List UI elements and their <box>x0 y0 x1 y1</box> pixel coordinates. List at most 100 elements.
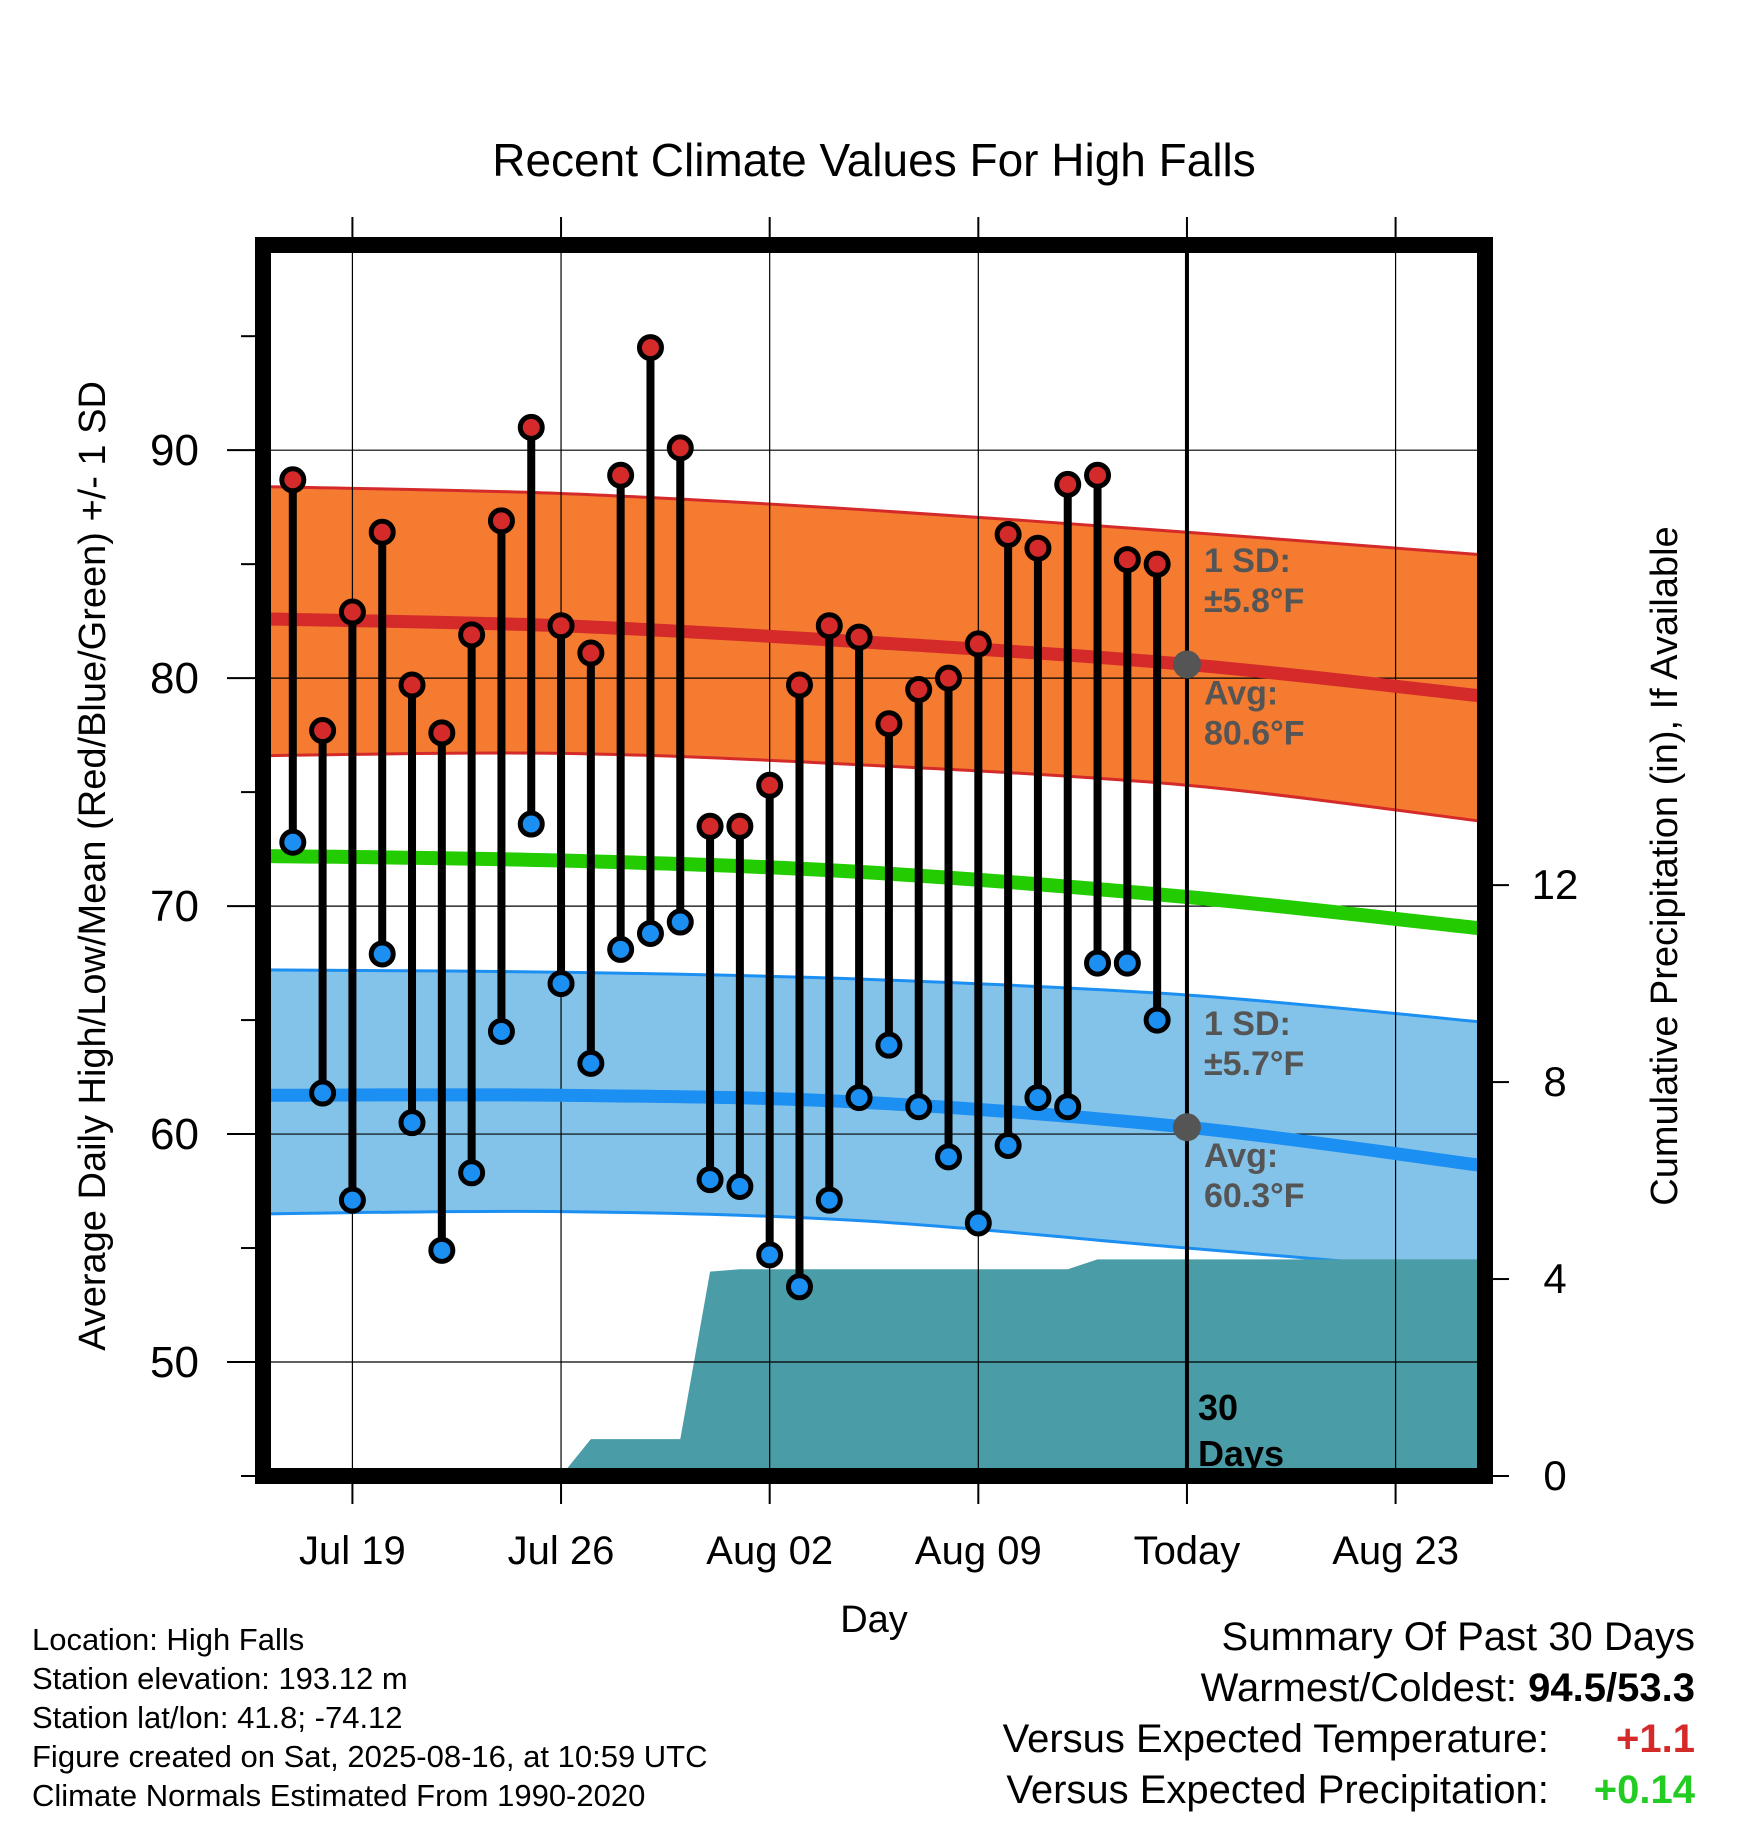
y2-tick-label: 0 <box>1543 1452 1566 1499</box>
y2-tick-label: 12 <box>1532 861 1579 908</box>
temp-value: +1.1 <box>1616 1717 1695 1761</box>
daily-low-point <box>845 1084 873 1112</box>
daily-high-point <box>398 671 426 699</box>
plot-frame <box>255 237 1493 1484</box>
temp-label: Versus Expected Temperature: <box>1002 1717 1549 1761</box>
daily-high-point <box>636 334 664 362</box>
precip-label: Versus Expected Precipitation: <box>1006 1768 1549 1812</box>
x-tick-label: Today <box>1134 1529 1241 1573</box>
daily-high-point <box>547 612 575 640</box>
y-tick-label: 60 <box>150 1110 199 1159</box>
x-tick-label: Aug 02 <box>706 1529 833 1573</box>
daily-high-point <box>815 612 843 640</box>
low-avg-value: 60.3°F <box>1204 1177 1305 1215</box>
high-sd-value: ±5.8°F <box>1204 582 1304 620</box>
daily-low-point <box>756 1241 784 1269</box>
daily-low-point <box>517 810 545 838</box>
daily-high-point <box>577 639 605 667</box>
low-avg-label: Avg: <box>1204 1137 1278 1175</box>
summary-precip: Versus Expected Precipitation: +0.14 <box>1003 1765 1695 1816</box>
high-sd-band <box>263 486 1485 822</box>
today-high-avg-marker <box>1172 650 1201 679</box>
low-sd-band-lower-edge <box>262 1209 1486 1275</box>
y2-tick-label: 8 <box>1543 1058 1566 1105</box>
daily-low-point <box>458 1159 486 1187</box>
daily-high-point <box>487 507 515 535</box>
y-axis-label: Average Daily High/Low/Mean (Red/Blue/Gr… <box>72 381 114 1351</box>
daily-high-point <box>935 664 963 692</box>
daily-low-point <box>636 919 664 947</box>
daily-high-point <box>1143 550 1171 578</box>
high-avg-label: Avg: <box>1204 674 1278 712</box>
daily-low-point <box>1113 949 1141 977</box>
daily-high-point <box>517 413 545 441</box>
daily-low-point <box>994 1131 1022 1159</box>
daily-high-point <box>726 812 754 840</box>
low-sd-band <box>263 969 1485 1274</box>
y-tick-label: 90 <box>150 426 199 475</box>
daily-high-point <box>1084 461 1112 489</box>
daily-high-point <box>309 717 337 745</box>
chart-title: Recent Climate Values For High Falls <box>492 134 1256 186</box>
daily-low-point <box>1024 1084 1052 1112</box>
daily-low-point <box>309 1079 337 1107</box>
elevation-text: Station elevation: 193.12 m <box>32 1661 408 1696</box>
daily-high-point <box>845 623 873 651</box>
x-tick-label: Jul 26 <box>508 1529 615 1573</box>
daily-low-point <box>905 1093 933 1121</box>
daily-low-point <box>547 970 575 998</box>
y2-axis-label: Cumulative Precipitation (in), If Availa… <box>1644 526 1686 1205</box>
daily-low-point <box>368 940 396 968</box>
days-unit-label: Days <box>1198 1433 1284 1474</box>
daily-high-point <box>368 518 396 546</box>
days-count-label: 30 <box>1198 1387 1238 1428</box>
daily-low-point <box>875 1031 903 1059</box>
daily-high-point <box>756 771 784 799</box>
daily-high-point <box>279 466 307 494</box>
daily-low-point <box>785 1273 813 1301</box>
daily-low-point <box>696 1166 724 1194</box>
daily-high-point <box>458 621 486 649</box>
daily-low-point <box>428 1236 456 1264</box>
daily-high-point <box>1024 534 1052 562</box>
daily-low-point <box>577 1049 605 1077</box>
low-sd-label: 1 SD: <box>1204 1005 1291 1043</box>
daily-low-point <box>1084 949 1112 977</box>
y-tick-label: 70 <box>150 882 199 931</box>
summary-panel: Summary Of Past 30 Days Warmest/Coldest:… <box>1003 1612 1695 1816</box>
daily-low-point <box>1054 1093 1082 1121</box>
y2-tick-label: 4 <box>1543 1255 1566 1302</box>
normals-text: Climate Normals Estimated From 1990-2020 <box>32 1778 646 1813</box>
daily-low-point <box>1143 1006 1171 1034</box>
summary-title: Summary Of Past 30 Days <box>1221 1615 1695 1659</box>
daily-low-point <box>338 1186 366 1214</box>
daily-high-point <box>964 630 992 658</box>
daily-low-point <box>726 1172 754 1200</box>
daily-low-point <box>666 908 694 936</box>
station-info: Location: High Falls Station elevation: … <box>32 1620 708 1815</box>
daily-high-point <box>785 671 813 699</box>
high-avg-value: 80.6°F <box>1204 714 1305 752</box>
daily-high-point <box>994 521 1022 549</box>
latlon-text: Station lat/lon: 41.8; -74.12 <box>32 1700 403 1735</box>
daily-high-point <box>338 598 366 626</box>
summary-temp: Versus Expected Temperature: +1.1 <box>1003 1714 1695 1765</box>
daily-high-point <box>875 710 903 738</box>
precip-value: +0.14 <box>1593 1768 1695 1812</box>
low-sd-value: ±5.7°F <box>1204 1045 1304 1083</box>
daily-low-point <box>815 1186 843 1214</box>
warm-cold-label: Warmest/Coldest: <box>1200 1666 1518 1710</box>
summary-warm-cold: Warmest/Coldest: 94.5/53.3 <box>1003 1663 1695 1714</box>
daily-low-point <box>279 828 307 856</box>
x-tick-label: Jul 19 <box>299 1529 406 1573</box>
created-text: Figure created on Sat, 2025-08-16, at 10… <box>32 1739 708 1774</box>
y-tick-label: 50 <box>150 1338 199 1387</box>
today-low-avg-marker <box>1172 1113 1201 1142</box>
daily-low-point <box>398 1109 426 1137</box>
daily-high-point <box>1054 470 1082 498</box>
high-sd-label: 1 SD: <box>1204 542 1291 580</box>
precipitation-area <box>263 1259 1485 1476</box>
daily-low-point <box>964 1209 992 1237</box>
daily-low-point <box>607 935 635 963</box>
